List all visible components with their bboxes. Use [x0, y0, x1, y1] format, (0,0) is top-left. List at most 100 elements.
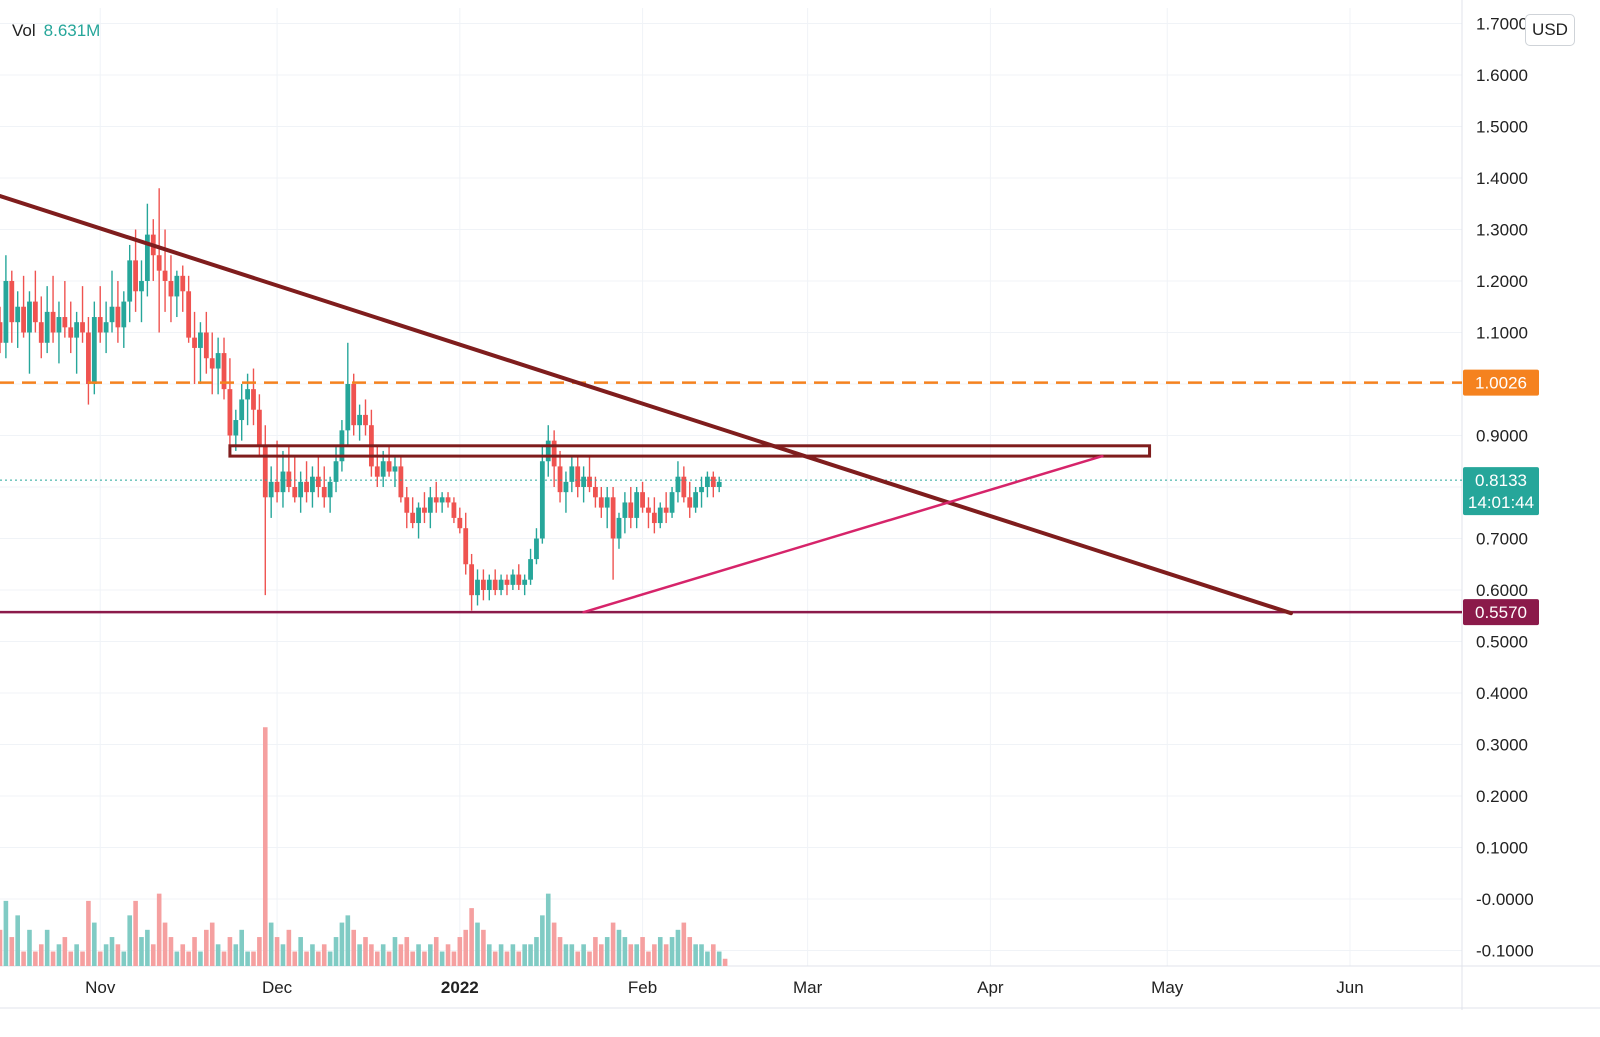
volume-bar [657, 937, 663, 966]
candle-body [139, 280, 144, 292]
volume-bar [599, 944, 604, 966]
candle-body [62, 317, 68, 328]
candle-body [109, 306, 115, 323]
y-tick-label: 0.7000 [1476, 530, 1528, 549]
candle-body [86, 332, 91, 384]
y-tick-label: 0.6000 [1476, 581, 1528, 600]
candle-body [351, 383, 357, 426]
volume-bar [174, 951, 180, 966]
candle-body [239, 399, 245, 421]
volume-bar [109, 937, 115, 966]
candle-body [357, 414, 363, 426]
volume-bar [192, 937, 197, 966]
volume-bar [433, 937, 439, 966]
volume-bar [510, 944, 516, 966]
candle-body [451, 502, 457, 518]
candle-body [198, 332, 203, 348]
candle-body [374, 466, 380, 477]
volume-bar [103, 944, 109, 966]
candle-body [292, 487, 298, 498]
x-tick-label: Nov [85, 978, 116, 997]
y-tick-label: 1.2000 [1476, 272, 1528, 291]
candle-body [268, 481, 274, 498]
volume-bar [587, 951, 592, 966]
volume-bar [445, 944, 451, 966]
volume-bar [0, 929, 3, 966]
candle-body [233, 420, 239, 436]
candle-body [9, 280, 15, 323]
volume-bar [351, 929, 357, 966]
candle-body [422, 507, 427, 513]
candle-body [628, 502, 634, 518]
volume-bar [428, 944, 433, 966]
volume-bar [593, 937, 598, 966]
volume-bar [156, 893, 162, 966]
candle-body [121, 301, 127, 328]
candle-body [693, 492, 699, 508]
candle-body [481, 579, 486, 591]
volume-bar [139, 937, 144, 966]
y-tick-label: 1.3000 [1476, 220, 1528, 239]
x-tick-label: Apr [977, 978, 1004, 997]
volume-bar [604, 937, 610, 966]
candle-body [705, 476, 710, 487]
candle-body [127, 260, 133, 302]
candle-body [168, 280, 174, 297]
volume-bar [38, 944, 44, 966]
resistance-zone [228, 444, 1152, 458]
candle-body [504, 579, 510, 585]
volume-bar [451, 951, 457, 966]
candle-body [675, 476, 681, 493]
candle-body [192, 337, 197, 348]
volume-bar [569, 944, 575, 966]
volume-bar [646, 951, 651, 966]
volume-bar [239, 929, 245, 966]
y-tick-label: 1.6000 [1476, 66, 1528, 85]
volume-bar [634, 944, 639, 966]
volume-bar [198, 951, 203, 966]
candle-body [528, 559, 533, 580]
volume-bar [534, 937, 539, 966]
volume-bar [233, 944, 239, 966]
candle-body [209, 358, 215, 369]
candle-body [27, 301, 32, 333]
candle-body [363, 414, 368, 426]
candle-body [144, 234, 150, 281]
candle-body [262, 445, 268, 498]
candle-body [457, 517, 463, 529]
price-badge [1463, 467, 1539, 516]
candle-body [251, 389, 256, 410]
candle-body [392, 466, 398, 472]
volume-bar [504, 951, 510, 966]
volume-bar [115, 944, 121, 966]
candle-body [522, 579, 528, 585]
volume-bar [628, 944, 634, 966]
candle-body [587, 476, 592, 487]
y-tick-label: 0.2000 [1476, 787, 1528, 806]
volume-bar [268, 922, 274, 966]
candle-body [445, 497, 451, 503]
volume-bar [380, 944, 386, 966]
volume-bar [180, 944, 186, 966]
volume-bar [127, 915, 132, 966]
y-tick-label: -0.0000 [1476, 890, 1534, 909]
candle-body [310, 476, 315, 493]
volume-bar [469, 908, 474, 966]
y-tick-label: 0.1000 [1476, 839, 1528, 858]
volume-bar [227, 937, 233, 966]
volume-bar [640, 937, 645, 966]
candle-body [3, 280, 9, 343]
currency-button[interactable]: USD [1525, 14, 1575, 46]
candle-body [439, 497, 445, 503]
volume-bar [669, 937, 675, 966]
candle-body [622, 502, 628, 518]
price-badge [1463, 369, 1539, 396]
volume-bar [722, 958, 728, 966]
x-tick-label: 2022 [441, 978, 479, 997]
volume-bar [133, 900, 138, 966]
candle-body [410, 512, 416, 524]
y-tick-label: 0.5000 [1476, 633, 1528, 652]
volume-bar [221, 951, 227, 966]
candle-body [80, 322, 85, 333]
